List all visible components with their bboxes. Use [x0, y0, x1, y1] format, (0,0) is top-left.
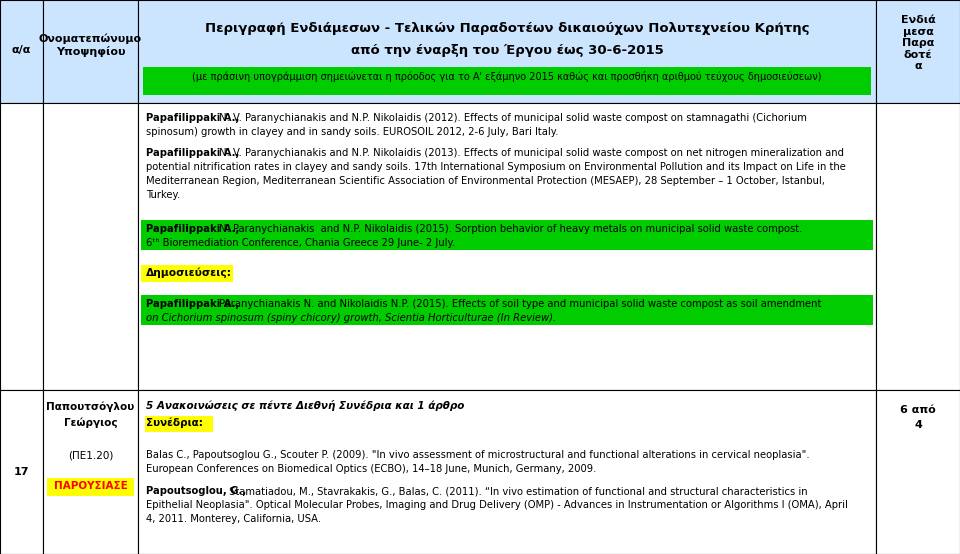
Text: 4: 4 [914, 420, 922, 430]
Bar [143, 67, 871, 95]
Text: 4, 2011. Monterey, California, USA.: 4, 2011. Monterey, California, USA. [146, 514, 322, 524]
Bar [47, 478, 134, 496]
Text: Mediterranean Region, Mediterranean Scientific Association of Environmental Prot: Mediterranean Region, Mediterranean Scie… [146, 176, 825, 186]
Text: Περιγραφή Ενδιάμεσων - Τελικών Παραδοτέων δικαιούχων Πολυτεχνείου Κρήτης: Περιγραφή Ενδιάμεσων - Τελικών Παραδοτέω… [204, 22, 809, 35]
Text: European Conferences on Biomedical Optics (ECBO), 14–18 June, Munich, Germany, 2: European Conferences on Biomedical Optic… [146, 464, 596, 474]
Text: από την έναρξη του Έργου έως 30-6-2015: από την έναρξη του Έργου έως 30-6-2015 [350, 44, 663, 57]
Text: α/α: α/α [12, 45, 31, 55]
Text: (με πράσινη υπογράμμιση σημειώνεται η πρόοδος για το Α' εξάμηνο 2015 καθώς και π: (με πράσινη υπογράμμιση σημειώνεται η πρ… [192, 71, 822, 82]
Bar [138, 390, 876, 554]
Text: Δημοσιεύσεις:: Δημοσιεύσεις: [146, 267, 232, 278]
Text: Balas C., Papoutsoglou G., Scouter P. (2009). "In vivo assessment of microstruct: Balas C., Papoutsoglou G., Scouter P. (2… [146, 450, 809, 460]
Bar [138, 103, 876, 390]
Text: 17: 17 [13, 467, 29, 477]
Text: 5 Ανακοινώσεις σε πέντε Διεθνή Συνέδρια και 1 άρθρο: 5 Ανακοινώσεις σε πέντε Διεθνή Συνέδρια … [146, 400, 465, 411]
Text: 6 από: 6 από [900, 405, 936, 415]
Text: (ΠΕ1.20): (ΠΕ1.20) [68, 450, 113, 460]
Bar [141, 265, 233, 282]
Text: 6ᵗʰ Bioremediation Conference, Chania Greece 29 June- 2 July.: 6ᵗʰ Bioremediation Conference, Chania Gr… [146, 238, 455, 248]
Text: Papoutsoglou, G.,: Papoutsoglou, G., [146, 486, 247, 496]
Bar [43, 103, 138, 390]
Bar [0, 390, 43, 554]
Text: Papafilippaki A.,: Papafilippaki A., [146, 224, 239, 234]
Bar [876, 0, 960, 103]
Bar [43, 390, 138, 554]
Text: Papafilippaki A.,: Papafilippaki A., [146, 299, 239, 309]
Text: Stamatiadou, M., Stavrakakis, G., Balas, C. (2011). “In vivo estimation of funct: Stamatiadou, M., Stavrakakis, G., Balas,… [226, 486, 807, 496]
Text: ΠΑΡΟΥΣΙΑΣΕ: ΠΑΡΟΥΣΙΑΣΕ [54, 481, 128, 491]
Text: N. V. Paranychianakis and N.P. Nikolaidis (2012). Effects of municipal solid was: N. V. Paranychianakis and N.P. Nikolaidi… [216, 113, 806, 123]
Text: Epithelial Neoplasia". Optical Molecular Probes, Imaging and Drug Delivery (OMP): Epithelial Neoplasia". Optical Molecular… [146, 500, 848, 510]
Text: Paranychianakis N. and Nikolaidis N.P. (2015). Effects of soil type and municipa: Paranychianakis N. and Nikolaidis N.P. (… [216, 299, 822, 309]
Text: Γεώργιος: Γεώργιος [63, 417, 117, 428]
Text: spinosum) growth in clayey and in sandy soils. EUROSOIL 2012, 2-6 July, Bari Ita: spinosum) growth in clayey and in sandy … [146, 127, 559, 137]
Text: Papafilippaki A.,: Papafilippaki A., [146, 148, 239, 158]
Text: Συνέδρια:: Συνέδρια: [146, 418, 203, 428]
Bar [876, 103, 960, 390]
Text: Παπουτσόγλου: Παπουτσόγλου [46, 402, 134, 413]
Bar [141, 220, 873, 250]
Bar [141, 295, 873, 325]
Text: potential nitrification rates in clayey and sandy soils. 17th International Symp: potential nitrification rates in clayey … [146, 162, 846, 172]
Text: Ονοματεπώνυμο
Υποψηφίου: Ονοματεπώνυμο Υποψηφίου [39, 33, 142, 57]
Text: Ενδιά
μεσα
Παρα
δοτέ
α: Ενδιά μεσα Παρα δοτέ α [900, 15, 935, 71]
Bar [0, 103, 43, 390]
Bar [876, 390, 960, 554]
Text: Turkey.: Turkey. [146, 190, 180, 200]
Text: Papafilippaki A.,: Papafilippaki A., [146, 113, 239, 123]
Text: N. Paranychianakis  and N.P. Nikolaidis (2015). Sorption behavior of heavy metal: N. Paranychianakis and N.P. Nikolaidis (… [216, 224, 803, 234]
Text: on Cichorium spinosum (spiny chicory) growth, Scientia Horticulturae (In Review): on Cichorium spinosum (spiny chicory) gr… [146, 313, 556, 323]
Text: N. V. Paranychianakis and N.P. Nikolaidis (2013). Effects of municipal solid was: N. V. Paranychianakis and N.P. Nikolaidi… [216, 148, 844, 158]
Bar [145, 416, 213, 432]
Bar [43, 0, 138, 103]
Bar [138, 0, 876, 103]
Bar [0, 0, 43, 103]
